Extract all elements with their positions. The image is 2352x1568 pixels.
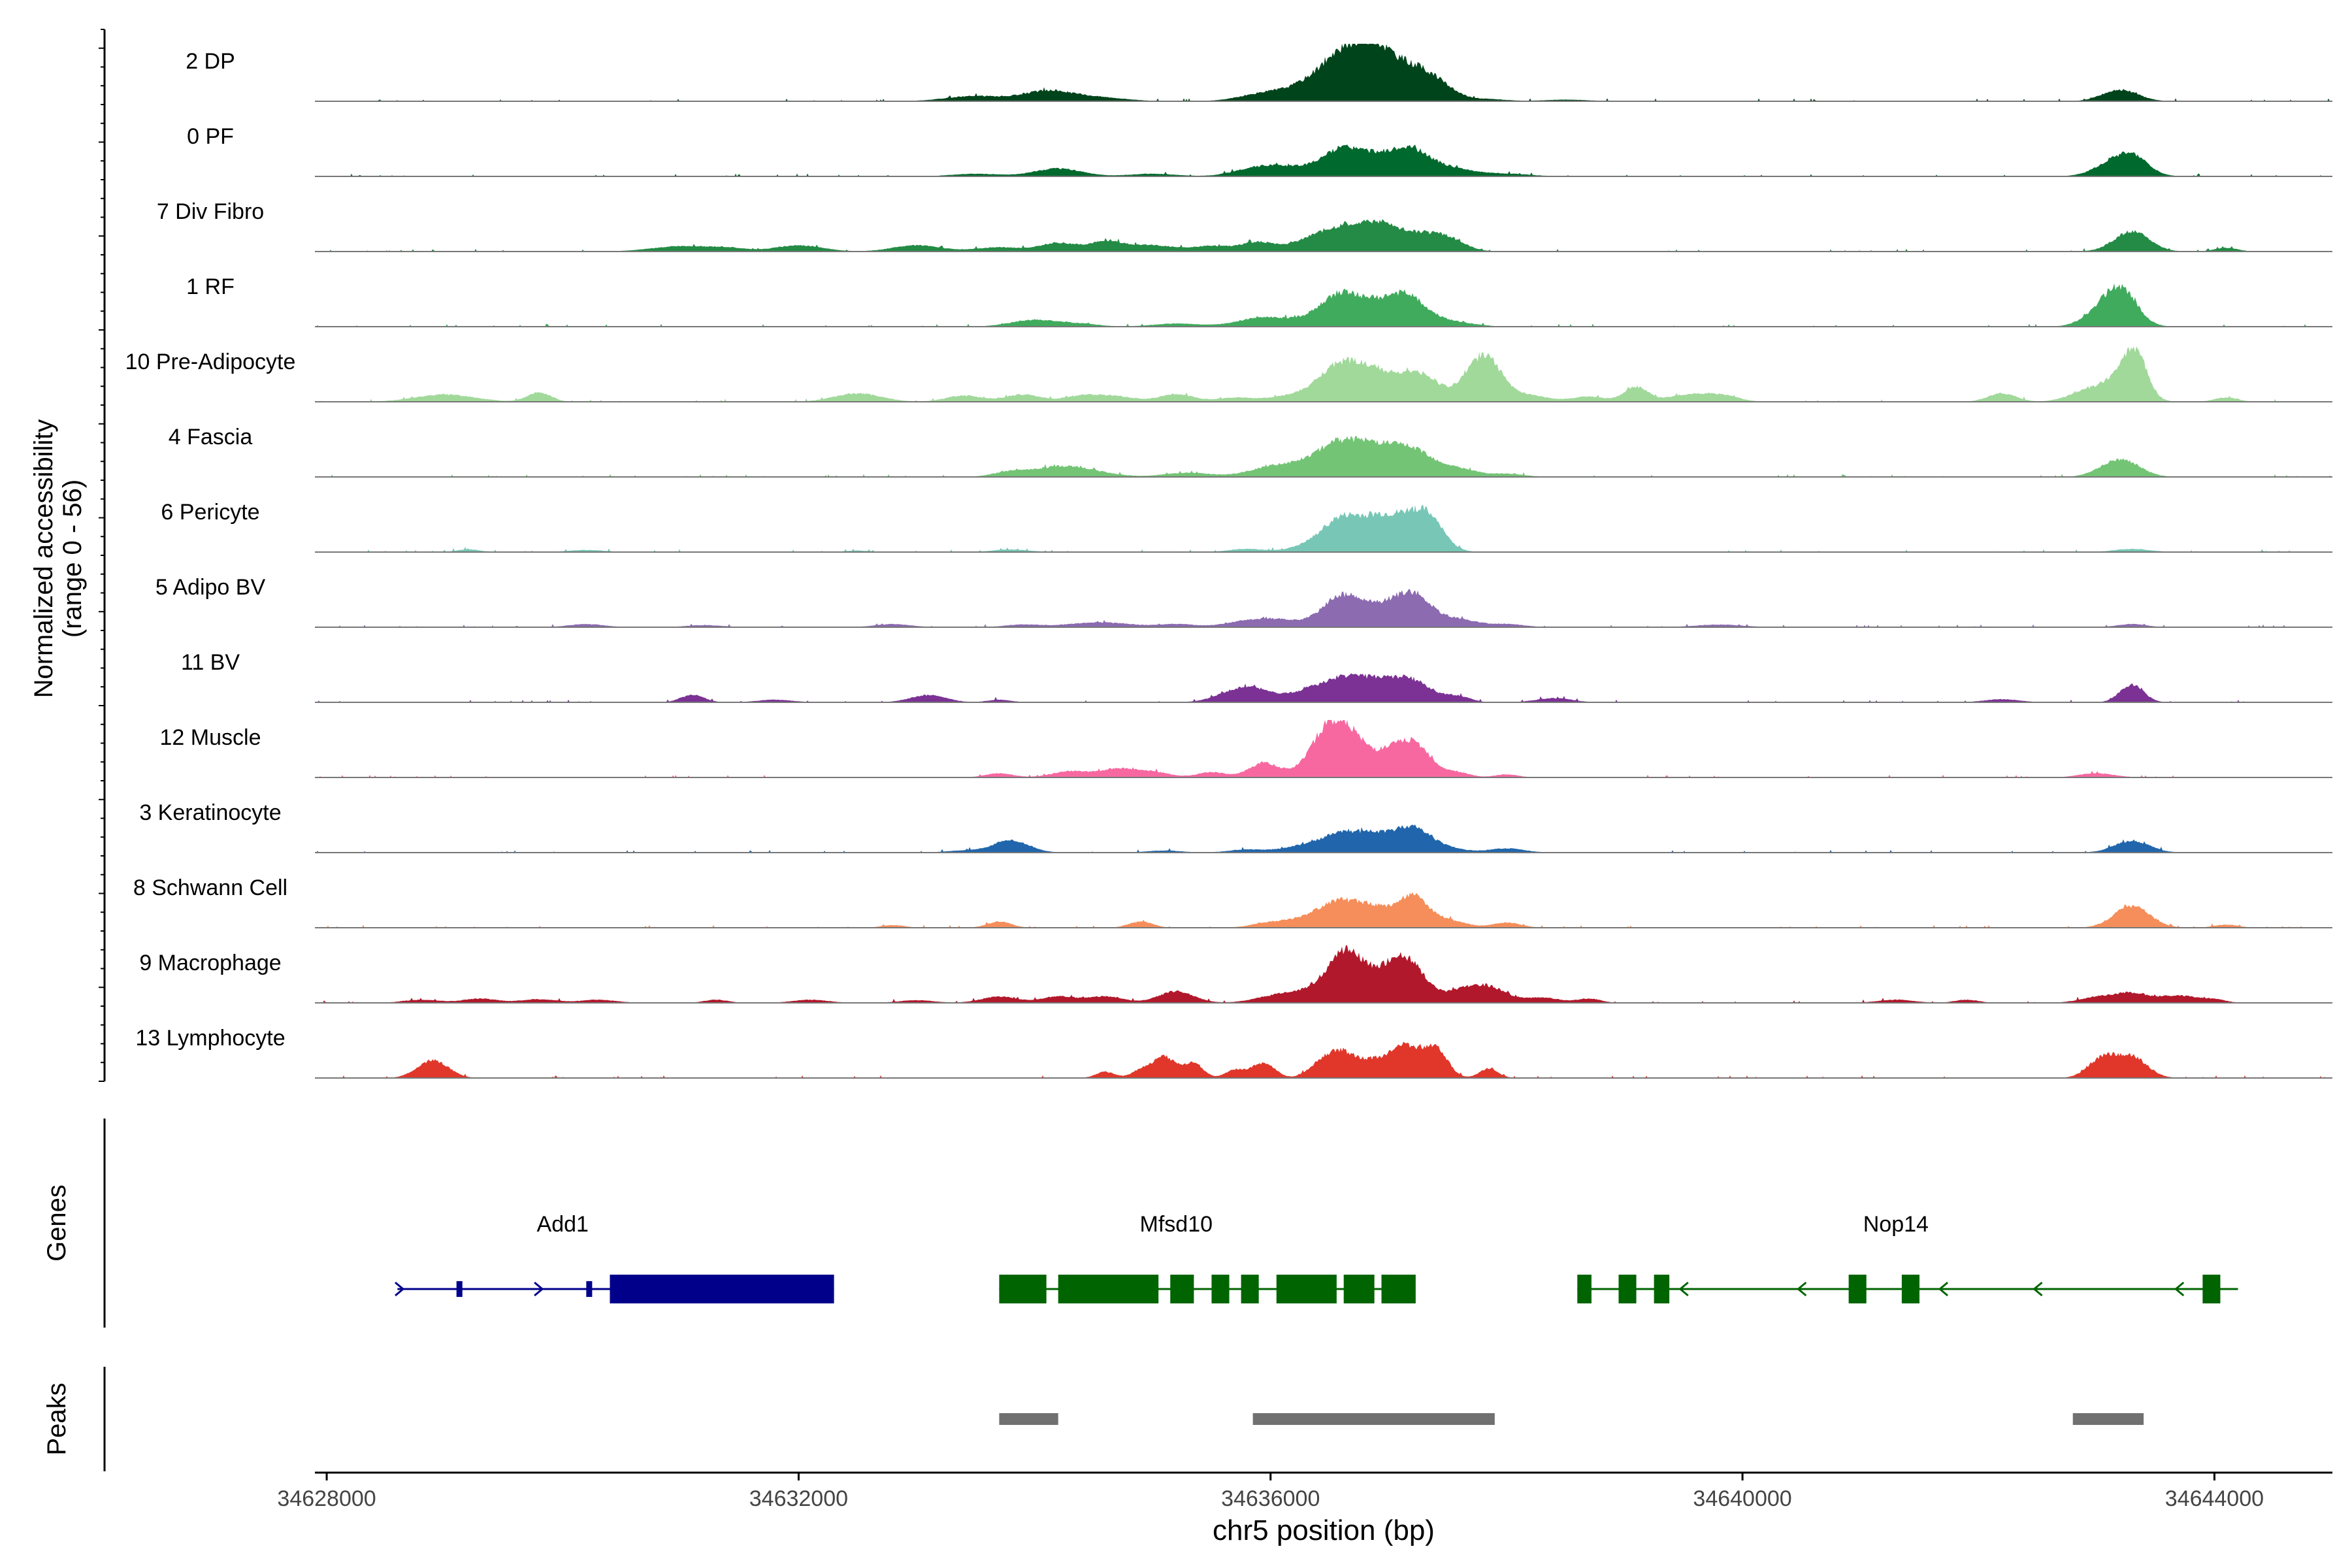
gene-exon: [1241, 1275, 1259, 1303]
peak-region: [2072, 1413, 2144, 1425]
track-signal-area: [315, 283, 2332, 327]
gene-label: Nop14: [1863, 1212, 1929, 1237]
gene-exon: [1577, 1275, 1592, 1303]
gene-nop14: Nop14: [1577, 1212, 2238, 1303]
gene-add1: Add1: [395, 1212, 834, 1303]
x-tick-label: 34632000: [749, 1486, 848, 1511]
track-label: 6 Pericyte: [161, 500, 259, 525]
genes-axis-label: Genes: [42, 1184, 71, 1262]
strand-arrow: [534, 1281, 544, 1297]
track-label: 10 Pre-Adipocyte: [125, 350, 296, 374]
y-axis-label: Normalized accessibility: [29, 419, 58, 698]
track-4: 10 Pre-Adipocyte: [125, 346, 2332, 402]
y-axis-range-label: (range 0 - 56): [58, 480, 87, 638]
track-label: 12 Muscle: [160, 725, 261, 750]
track-label: 2 DP: [186, 49, 235, 74]
track-signal-area: [315, 504, 2332, 552]
track-label: 9 Macrophage: [139, 951, 281, 975]
track-signal-area: [315, 673, 2332, 702]
gene-exon: [610, 1275, 834, 1303]
track-label: 13 Lymphocyte: [135, 1026, 285, 1051]
gene-label: Add1: [537, 1212, 589, 1237]
track-signal-area: [315, 219, 2332, 252]
gene-exon: [1211, 1275, 1230, 1303]
gene-exon: [456, 1281, 463, 1298]
track-label: 7 Div Fibro: [157, 199, 264, 224]
track-9: 12 Muscle: [160, 720, 2332, 778]
track-label: 1 RF: [186, 274, 235, 299]
track-2: 7 Div Fibro: [157, 199, 2332, 252]
track-signal-area: [315, 945, 2332, 1003]
gene-exon: [1343, 1275, 1375, 1303]
gene-exon: [1654, 1275, 1670, 1303]
peak-region: [1252, 1413, 1495, 1425]
gene-exon: [1848, 1275, 1867, 1303]
coverage-panel: 2 DP 0 PF 7 Div Fibro 1 RF 10 Pre-Adipocyte 4…: [29, 29, 2332, 1082]
track-label: 3 Keratinocyte: [139, 800, 281, 825]
peaks-panel: Peaks: [42, 1367, 2144, 1471]
track-1: 0 PF: [187, 124, 2332, 177]
x-axis: 34628000 34632000 34636000 34640000 34644000…: [277, 1471, 2332, 1546]
coverage-y-ticks: [99, 29, 105, 1082]
peak-region: [999, 1413, 1058, 1425]
track-signal-area: [315, 589, 2332, 627]
track-signal-area: [315, 44, 2332, 101]
track-signal-area: [315, 892, 2332, 928]
track-13: 13 Lymphocyte: [135, 1026, 2332, 1079]
gene-exon: [586, 1281, 593, 1298]
gene-exon: [1901, 1275, 1919, 1303]
track-signal-area: [315, 720, 2332, 777]
x-tick-label: 34636000: [1221, 1486, 1320, 1511]
track-label: 5 Adipo BV: [155, 575, 266, 600]
peak-regions: [999, 1413, 2144, 1425]
track-signal-area: [315, 144, 2332, 176]
strand-arrow: [1797, 1281, 1807, 1297]
track-signal-area: [315, 346, 2332, 402]
strand-arrow: [395, 1281, 405, 1297]
track-signal-area: [315, 825, 2332, 853]
track-label: 0 PF: [187, 124, 234, 149]
track-0: 2 DP: [186, 44, 2332, 102]
track-7: 5 Adipo BV: [155, 575, 2332, 628]
strand-arrow: [1938, 1281, 1949, 1297]
track-8: 11 BV: [181, 650, 2332, 703]
gene-models: Add1 Mfsd10 Nop14: [395, 1212, 2238, 1303]
gene-exon: [1381, 1275, 1416, 1303]
x-ticks: 34628000 34632000 34636000 34640000 34644000: [277, 1473, 2264, 1511]
strand-arrow: [1678, 1281, 1689, 1297]
gene-exon: [1618, 1275, 1637, 1303]
track-signal-area: [315, 1041, 2332, 1078]
gene-label: Mfsd10: [1140, 1212, 1213, 1237]
gene-exon: [2202, 1275, 2221, 1303]
track-11: 8 Schwann Cell: [133, 875, 2332, 928]
track-label: 8 Schwann Cell: [133, 875, 287, 900]
track-label: 4 Fascia: [169, 425, 253, 449]
gene-mfsd10: Mfsd10: [999, 1212, 1416, 1303]
peaks-axis-label: Peaks: [42, 1382, 71, 1455]
track-12: 9 Macrophage: [139, 945, 2332, 1004]
track-signal-area: [315, 435, 2332, 477]
x-axis-title: chr5 position (bp): [1213, 1514, 1435, 1546]
track-5: 4 Fascia: [169, 425, 2332, 478]
strand-arrow: [2174, 1281, 2185, 1297]
track-6: 6 Pericyte: [161, 500, 2332, 553]
gene-exon: [999, 1275, 1047, 1303]
gene-exon: [1276, 1275, 1337, 1303]
x-tick-label: 34644000: [2165, 1486, 2264, 1511]
track-label: 11 BV: [181, 650, 240, 675]
track-3: 1 RF: [186, 274, 2332, 327]
track-10: 3 Keratinocyte: [139, 800, 2332, 853]
coverage-tracks: 2 DP 0 PF 7 Div Fibro 1 RF 10 Pre-Adipocyte 4…: [125, 44, 2332, 1079]
x-tick-label: 34628000: [277, 1486, 376, 1511]
x-tick-label: 34640000: [1693, 1486, 1791, 1511]
gene-exon: [1170, 1275, 1194, 1303]
gene-exon: [1058, 1275, 1159, 1303]
genes-panel: Genes Add1 Mfsd10 Nop14: [42, 1119, 2238, 1328]
strand-arrow: [2033, 1281, 2043, 1297]
